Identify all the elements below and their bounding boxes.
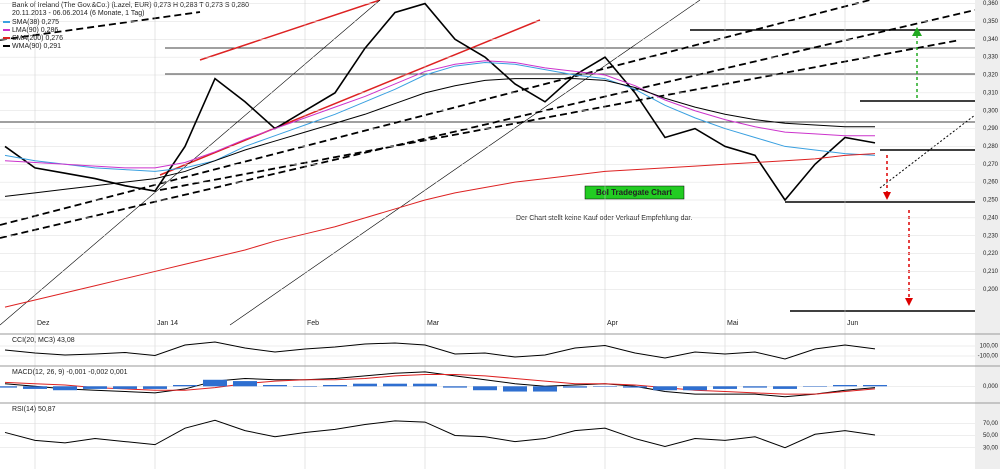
histogram-bar xyxy=(713,386,737,389)
y-tick-label: 0,220 xyxy=(983,251,999,257)
series-line xyxy=(4,341,876,360)
legend-label: LMA(90) 0,286 xyxy=(12,27,58,34)
panel-title: CCI(20, MC3) 43,08 xyxy=(12,337,75,344)
histogram-bar xyxy=(803,386,827,387)
y-tick-label: 50,00 xyxy=(983,433,999,439)
y-tick-label: 0,000 xyxy=(983,384,999,390)
histogram-bar xyxy=(113,386,137,389)
x-tick-label: Jan 14 xyxy=(157,320,178,327)
y-tick-label: 0,210 xyxy=(983,269,999,275)
panel-title: MACD(12, 26, 9) -0,001 -0,002 0,001 xyxy=(12,369,128,376)
y-tick-label: 100,00 xyxy=(980,344,999,350)
y-tick-label: 0,260 xyxy=(983,180,999,186)
panel-title: RSI(14) 50,87 xyxy=(12,406,56,413)
histogram-bar xyxy=(323,385,347,387)
histogram-bar xyxy=(443,386,467,388)
histogram-bar xyxy=(413,383,437,387)
y-tick-label: 0,290 xyxy=(983,126,999,132)
histogram-bar xyxy=(0,386,17,388)
series-line xyxy=(4,78,875,197)
y-tick-label: 0,310 xyxy=(983,90,999,96)
channel-line xyxy=(159,0,541,176)
histogram-bar xyxy=(743,386,767,388)
histogram-bar xyxy=(833,385,857,387)
y-tick-label: -100,00 xyxy=(978,354,999,360)
x-tick-label: Dez xyxy=(37,320,50,327)
chart-subtitle: 20.11.2013 - 06.06.2014 (6 Monate, 1 Tag… xyxy=(12,10,144,17)
y-tick-label: 0,200 xyxy=(983,287,999,293)
y-tick-label: 30,00 xyxy=(983,445,999,451)
y-tick-label: 0,300 xyxy=(983,108,999,114)
annotation: Der Chart stellt keine Kauf oder Verkauf… xyxy=(516,215,692,222)
histogram-bar xyxy=(593,386,617,387)
y-tick-label: 0,350 xyxy=(983,19,999,25)
histogram-bar xyxy=(23,386,47,389)
trend-line xyxy=(159,39,961,191)
series-line xyxy=(4,419,876,449)
x-tick-label: Mar xyxy=(427,320,440,327)
x-tick-label: Jun xyxy=(847,320,858,327)
arrow xyxy=(886,155,910,298)
histogram-bar xyxy=(863,385,887,387)
histogram-bar xyxy=(263,385,287,387)
histogram-bar xyxy=(533,386,557,392)
series-line xyxy=(4,60,875,169)
histogram-bar xyxy=(143,386,167,389)
y-tick-label: 70,00 xyxy=(983,421,999,427)
y-tick-label: 0,320 xyxy=(983,73,999,79)
y-tick-label: 0,240 xyxy=(983,215,999,221)
legend-label: SMA(200) 0,276 xyxy=(12,35,63,42)
y-tick-label: 0,330 xyxy=(983,55,999,61)
annotation: BoI Tradegate Chart xyxy=(596,188,672,197)
arrow-head xyxy=(912,27,922,36)
histogram-bar xyxy=(203,379,227,387)
histogram-bar xyxy=(353,383,377,387)
histogram-bar xyxy=(83,386,107,389)
histogram-bar xyxy=(233,381,257,387)
histogram-bar xyxy=(653,386,677,391)
y-tick-label: 0,230 xyxy=(983,233,999,239)
series-line xyxy=(4,2,876,202)
histogram-bar xyxy=(293,386,317,387)
histogram-bar xyxy=(623,386,647,388)
histogram-bar xyxy=(173,385,197,387)
histogram-bar xyxy=(503,386,527,392)
x-tick-label: Feb xyxy=(307,320,319,327)
series-line xyxy=(4,153,876,308)
series-line xyxy=(4,371,876,398)
histogram-bar xyxy=(473,386,497,391)
histogram-bar xyxy=(773,386,797,389)
legend-label: SMA(38) 0,275 xyxy=(12,19,59,26)
histogram-bar xyxy=(683,386,707,391)
chart-title: Bank of Ireland (The Gov.&Co.) (Lazel, E… xyxy=(12,2,249,9)
y-tick-label: 0,340 xyxy=(983,37,999,43)
histogram-bar xyxy=(53,386,77,391)
annotation-box xyxy=(584,185,685,200)
y-tick-label: 0,250 xyxy=(983,198,999,204)
y-tick-label: 0,280 xyxy=(983,144,999,150)
x-tick-label: Mai xyxy=(727,320,739,327)
trend-line xyxy=(0,11,201,41)
legend-label: WMA(90) 0,291 xyxy=(12,43,61,50)
axis-background xyxy=(975,0,1000,469)
y-tick-label: 0,270 xyxy=(983,162,999,168)
histogram-bar xyxy=(383,383,407,387)
histogram-bar xyxy=(563,386,587,388)
x-tick-label: Apr xyxy=(607,320,619,327)
series-line xyxy=(4,61,876,172)
y-tick-label: 0,360 xyxy=(983,1,999,7)
trend-line xyxy=(0,0,701,326)
series-line xyxy=(4,374,876,395)
